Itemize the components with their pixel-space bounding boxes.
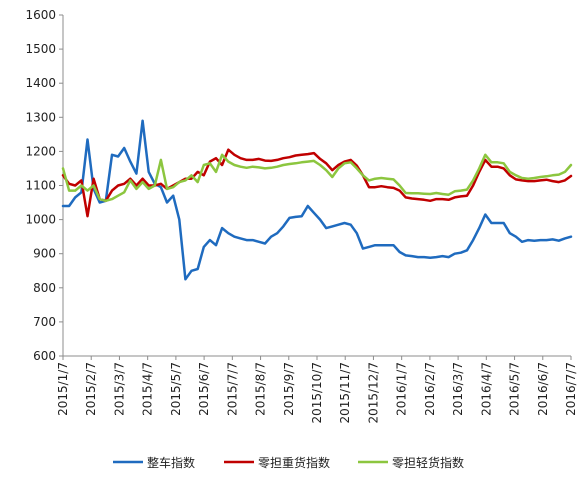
- legend: 整车指数 零担重货指数 零担轻货指数: [113, 455, 464, 470]
- series-line-1: [61, 119, 573, 281]
- y-tick-label: 1100: [25, 179, 56, 193]
- x-tick-label: 2015/3/7: [112, 362, 126, 416]
- legend-label-1: 整车指数: [147, 455, 195, 470]
- series-lines: [61, 119, 573, 281]
- x-tick-label: 2015/5/7: [169, 362, 183, 416]
- x-tick-label: 2015/2/7: [84, 362, 98, 416]
- x-tick-label: 2015/11/7: [338, 362, 352, 424]
- axes: 600 700 800 900 1000 1100 1200 1300 1400 1500 1600…: [25, 8, 578, 424]
- x-tick-label: 2016/7/7: [564, 362, 578, 416]
- legend-label-3: 零担轻货指数: [392, 455, 464, 470]
- legend-label-2: 零担重货指数: [258, 455, 330, 470]
- y-tick-label: 1000: [25, 213, 56, 227]
- y-tick-label: 1400: [25, 76, 56, 90]
- y-tick-label: 1600: [25, 8, 56, 22]
- x-tick-label: 2016/2/7: [423, 362, 437, 416]
- x-tick-label: 2015/9/7: [282, 362, 296, 416]
- x-tick-label: 2016/6/7: [536, 362, 550, 416]
- x-tick-label: 2015/12/7: [366, 362, 380, 424]
- y-tick-label: 1300: [25, 110, 56, 124]
- series-line-3: [61, 153, 573, 203]
- series-line-2: [61, 148, 573, 218]
- x-tick-label: 2016/5/7: [508, 362, 522, 416]
- y-tick-label: 800: [33, 281, 56, 295]
- y-tick-label: 1500: [25, 42, 56, 56]
- x-tick-label: 2015/10/7: [310, 362, 324, 424]
- x-tick-label: 2015/7/7: [225, 362, 239, 416]
- x-tick-label: 2015/1/7: [56, 362, 70, 416]
- x-tick-label: 2015/6/7: [197, 362, 211, 416]
- x-tick-label: 2016/4/7: [479, 362, 493, 416]
- x-tick-label: 2016/1/7: [395, 362, 409, 416]
- x-tick-label: 2015/4/7: [141, 362, 155, 416]
- x-tick-label: 2015/8/7: [254, 362, 268, 416]
- x-tick-label: 2016/3/7: [451, 362, 465, 416]
- y-tick-label: 1200: [25, 144, 56, 158]
- y-tick-label: 700: [33, 315, 56, 329]
- y-tick-label: 600: [33, 349, 56, 363]
- y-tick-label: 900: [33, 247, 56, 261]
